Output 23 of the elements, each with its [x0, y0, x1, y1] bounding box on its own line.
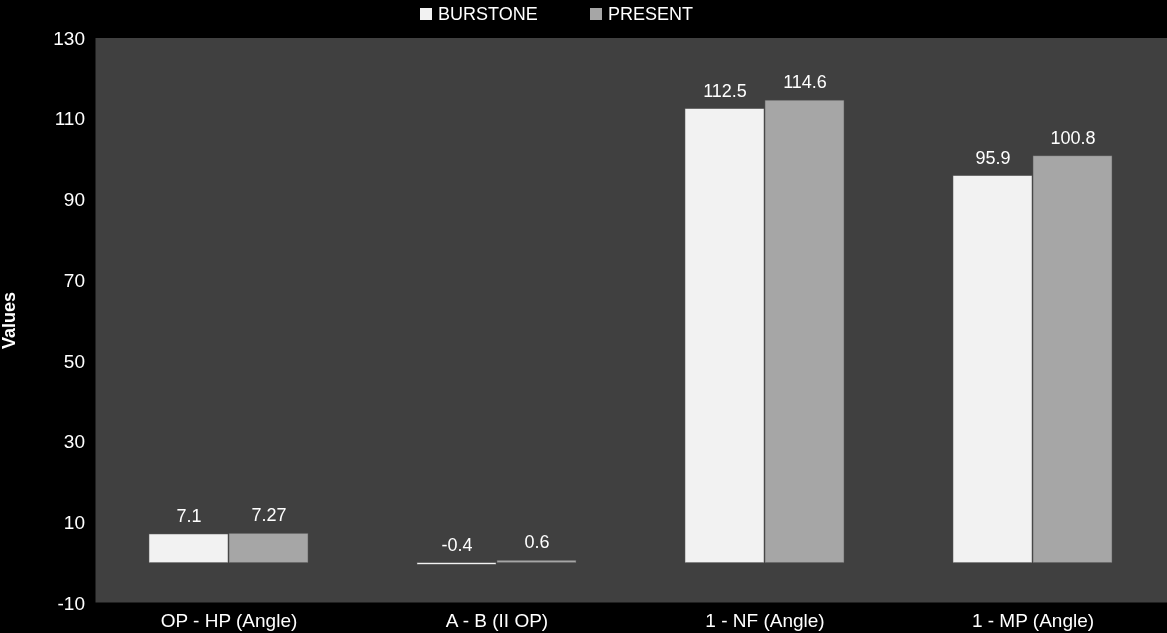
y-axis-title: Values [0, 291, 19, 350]
x-tick-label: 1 - MP (Angle) [971, 610, 1095, 631]
y-tick-label: 50 [63, 350, 85, 372]
legend-label: PRESENT [608, 4, 694, 25]
y-tick-label: 130 [53, 27, 85, 49]
y-tick-label: 90 [63, 189, 85, 211]
x-tick-label: A - B (II OP) [445, 610, 549, 631]
data-label: 112.5 [703, 80, 747, 101]
data-label: 100.8 [1050, 127, 1096, 148]
data-label: 114.6 [783, 72, 827, 93]
y-tick-label: 10 [63, 511, 85, 533]
y-tick-label: 110 [54, 108, 85, 130]
x-tick-label: 1 - NF (Angle) [705, 610, 825, 631]
x-tick-label: OP - HP (Angle) [160, 610, 298, 631]
data-label: 7.1 [176, 505, 202, 526]
data-label: 0.6 [524, 532, 550, 553]
legend-label: BURSTONE [438, 4, 538, 25]
data-label: 7.27 [251, 505, 287, 526]
y-tick-label: -10 [57, 592, 85, 614]
y-tick-label: 70 [63, 269, 85, 291]
data-label: 95.9 [975, 147, 1011, 168]
y-tick-label: 30 [63, 431, 85, 453]
data-label: -0.4 [441, 534, 473, 555]
